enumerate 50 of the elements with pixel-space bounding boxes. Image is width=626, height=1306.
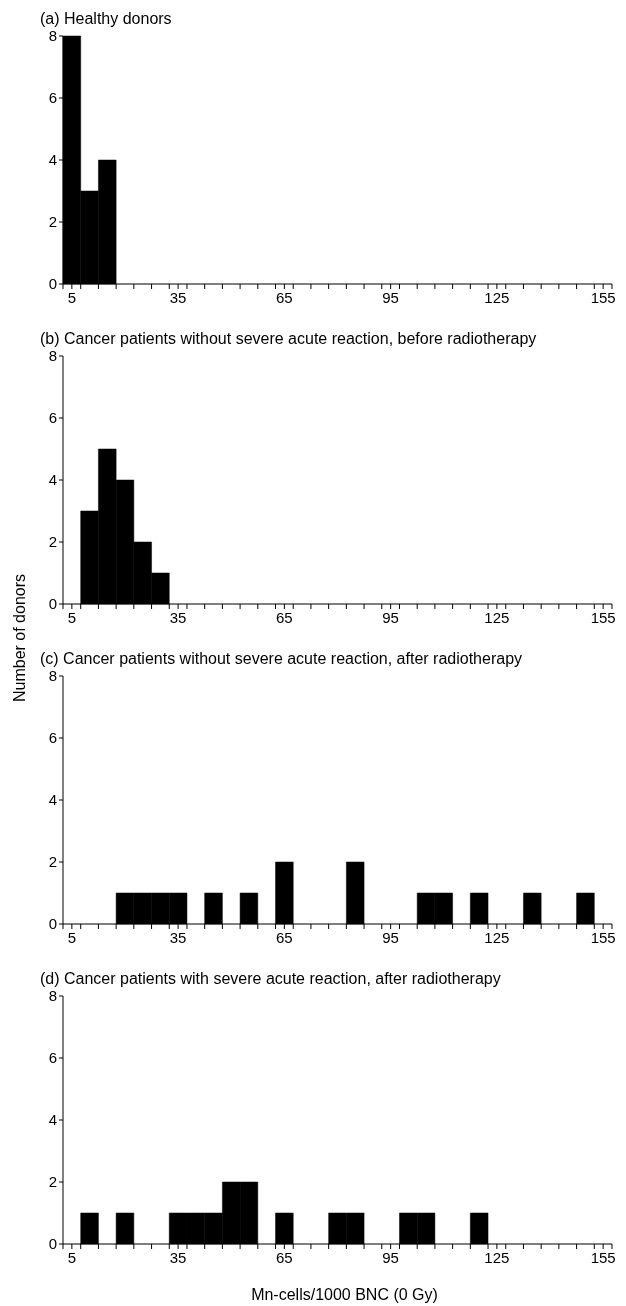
y-tick-label: 4: [48, 1111, 57, 1129]
x-tick-label: 35: [169, 1249, 187, 1266]
x-tick-label: 35: [169, 609, 187, 626]
chart-title: (c) Cancer patients without severe acute reaction, after radiotherapy: [40, 650, 523, 667]
x-tick-label: 5: [67, 289, 77, 306]
x-tick-label: 95: [382, 929, 399, 946]
y-tick-label: 8: [48, 27, 57, 45]
x-tick-label: 155: [590, 929, 616, 946]
x-tick-label: 95: [382, 609, 399, 626]
x-tick-label: 35: [169, 289, 187, 306]
y-tick-label: 2: [48, 213, 57, 231]
x-tick-label: 65: [276, 929, 293, 946]
x-tick-label: 95: [382, 1249, 399, 1266]
x-tick-label: 155: [590, 289, 616, 306]
x-tick-label: 125: [484, 289, 510, 306]
y-tick-label: 0: [48, 275, 57, 293]
x-tick-label: 65: [276, 289, 293, 306]
x-tick-label: 95: [382, 289, 399, 306]
y-tick-label: 6: [48, 729, 57, 747]
chart-title: (b) Cancer patients without severe acute reaction, before radiotherapy: [40, 330, 537, 347]
y-axis-title: Number of donors: [11, 573, 29, 703]
x-axis-title: Mn-cells/1000 BNC (0 Gy): [250, 1286, 439, 1304]
y-tick-label: 4: [48, 151, 57, 169]
x-tick-label: 5: [67, 929, 77, 946]
y-tick-label: 0: [48, 595, 57, 613]
y-tick-label: 0: [48, 1235, 57, 1253]
x-tick-label: 65: [276, 609, 293, 626]
y-tick-label: 6: [48, 1049, 57, 1067]
x-tick-label: 125: [484, 929, 510, 946]
y-tick-label: 6: [48, 409, 57, 427]
y-tick-label: 2: [48, 533, 57, 551]
y-tick-label: 8: [48, 347, 57, 365]
x-tick-label: 155: [590, 609, 616, 626]
y-tick-label: 8: [48, 987, 57, 1005]
chart-title: (a) Healthy donors: [40, 10, 172, 27]
y-tick-label: 2: [48, 853, 57, 871]
x-tick-label: 35: [169, 929, 187, 946]
x-tick-label: 155: [590, 1249, 616, 1266]
x-tick-label: 125: [484, 609, 510, 626]
y-tick-label: 6: [48, 89, 57, 107]
chart-title: (d) Cancer patients with severe acute reaction, after radiotherapy: [40, 970, 501, 987]
y-tick-label: 0: [48, 915, 57, 933]
y-tick-label: 4: [48, 791, 57, 809]
x-tick-label: 5: [67, 609, 77, 626]
y-tick-label: 4: [48, 471, 57, 489]
x-tick-label: 125: [484, 1249, 510, 1266]
x-tick-label: 5: [67, 1249, 77, 1266]
y-tick-label: 2: [48, 1173, 57, 1191]
y-tick-label: 8: [48, 667, 57, 685]
x-tick-label: 65: [276, 1249, 293, 1266]
